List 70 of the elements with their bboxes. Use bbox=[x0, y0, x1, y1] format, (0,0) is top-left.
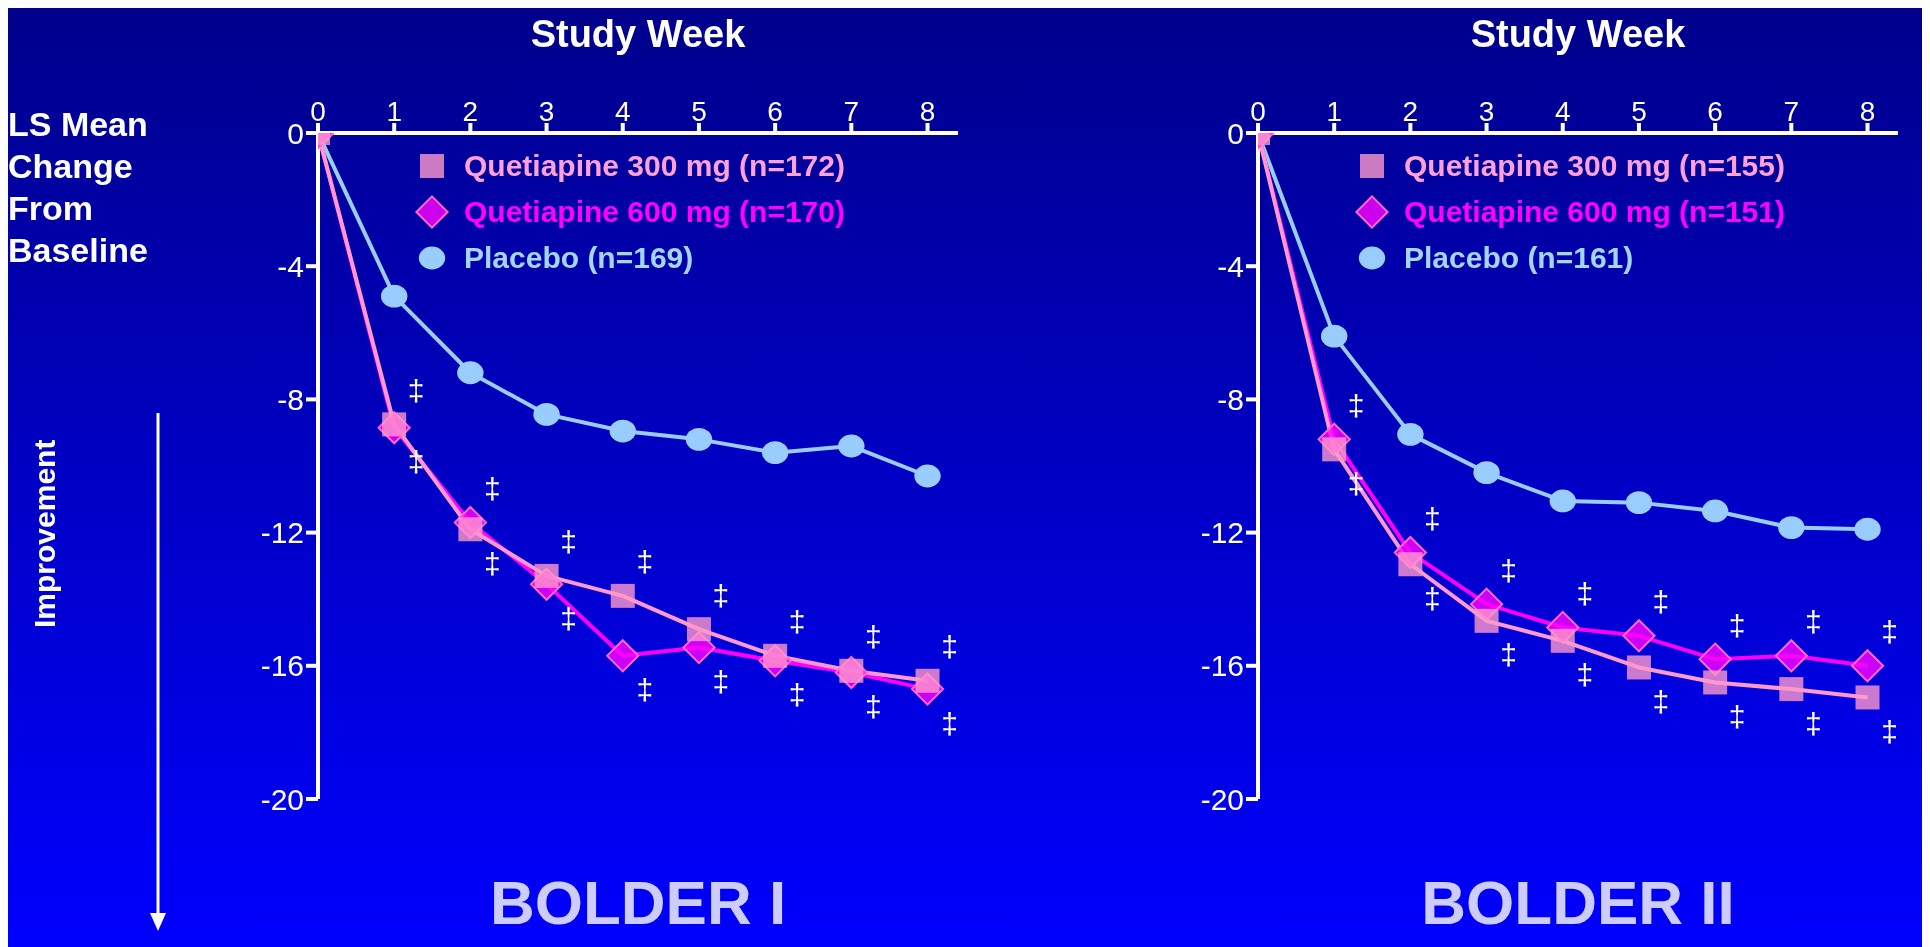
x-tick-label: 0 bbox=[310, 96, 326, 127]
annotation: ‡ bbox=[1881, 615, 1898, 649]
annotation: ‡ bbox=[788, 678, 806, 712]
annotation: ‡ bbox=[788, 605, 806, 639]
text: BOLDER I bbox=[488, 867, 788, 938]
x-tick-label: 4 bbox=[614, 96, 631, 127]
legend-label: Quetiapine 300 mg (n=172) bbox=[464, 149, 845, 183]
x-tick-label: 5 bbox=[1631, 96, 1647, 127]
x-tick-label: 3 bbox=[1478, 96, 1495, 127]
x-tick-label: 1 bbox=[386, 96, 402, 127]
text: Improvement bbox=[28, 439, 62, 628]
annotation: ‡ bbox=[864, 689, 882, 723]
y-tick-label: -16 bbox=[1200, 649, 1244, 683]
text: BOLDER II bbox=[1420, 867, 1736, 938]
annotation: ‡ bbox=[941, 706, 958, 740]
annotation: ‡ bbox=[560, 525, 577, 559]
x-tick-label: 7 bbox=[1783, 96, 1800, 127]
annotation: ‡ bbox=[1576, 577, 1594, 611]
annotation: ‡ bbox=[1652, 684, 1670, 718]
x-tick-label: 2 bbox=[1402, 96, 1419, 127]
annotation: ‡ bbox=[1881, 714, 1898, 748]
annotation: ‡ bbox=[1500, 638, 1517, 672]
x-tick-label: 6 bbox=[1707, 96, 1723, 127]
x-tick-label: 4 bbox=[1554, 96, 1571, 127]
annotation: ‡ bbox=[712, 578, 730, 612]
annotation: ‡ bbox=[1652, 585, 1670, 619]
annotation: ‡ bbox=[484, 472, 501, 506]
x-tick-label: 0 bbox=[1250, 96, 1266, 127]
legend-label: Quetiapine 300 mg (n=155) bbox=[1404, 149, 1785, 183]
annotation: ‡ bbox=[941, 630, 958, 664]
annotation: ‡ bbox=[407, 373, 425, 407]
legend-label: Quetiapine 600 mg (n=170) bbox=[464, 195, 845, 229]
x-tick-label: 8 bbox=[1859, 96, 1876, 127]
y-axis-title: LS Mean Change From Baseline bbox=[8, 104, 149, 271]
annotation: ‡ bbox=[1347, 388, 1365, 422]
x-tick-label: 7 bbox=[843, 96, 860, 127]
x-tick-label: 8 bbox=[919, 96, 936, 127]
annotation: ‡ bbox=[484, 546, 501, 580]
annotation: ‡ bbox=[1424, 581, 1441, 615]
legend-label: Quetiapine 600 mg (n=151) bbox=[1404, 195, 1785, 229]
annotation: ‡ bbox=[1804, 706, 1822, 740]
x-tick-label: 3 bbox=[538, 96, 555, 127]
y-tick-label: -20 bbox=[260, 782, 304, 816]
x-tick-label: 2 bbox=[462, 96, 479, 127]
annotation: ‡ bbox=[864, 620, 882, 654]
x-axis-title: Study Week bbox=[1469, 13, 1687, 56]
x-tick-label: 1 bbox=[1326, 96, 1342, 127]
y-tick-label: -4 bbox=[277, 249, 304, 283]
y-tick-label: -16 bbox=[260, 649, 304, 683]
annotation: ‡ bbox=[1728, 608, 1746, 642]
annotation: ‡ bbox=[560, 601, 577, 635]
x-tick-label: 5 bbox=[691, 96, 707, 127]
x-tick-label: 6 bbox=[767, 96, 783, 127]
annotation: ‡ bbox=[1424, 502, 1441, 536]
legend-label: Placebo (n=169) bbox=[464, 241, 694, 275]
y-tick-label: -4 bbox=[1217, 249, 1244, 283]
y-tick-label: -8 bbox=[277, 383, 304, 417]
y-tick-label: -8 bbox=[1217, 383, 1244, 417]
annotation: ‡ bbox=[636, 673, 654, 707]
y-tick-label: -20 bbox=[1200, 782, 1244, 816]
annotation: ‡ bbox=[1804, 605, 1822, 639]
annotation: ‡ bbox=[712, 664, 730, 698]
annotation: ‡ bbox=[1500, 553, 1517, 587]
annotation: ‡ bbox=[1576, 658, 1594, 692]
annotation: ‡ bbox=[636, 545, 654, 579]
annotation: ‡ bbox=[1728, 699, 1746, 733]
y-tick-label: -12 bbox=[1200, 516, 1244, 550]
x-axis-title: Study Week bbox=[529, 13, 747, 56]
y-tick-label: -12 bbox=[260, 516, 304, 550]
legend-label: Placebo (n=161) bbox=[1404, 241, 1634, 275]
